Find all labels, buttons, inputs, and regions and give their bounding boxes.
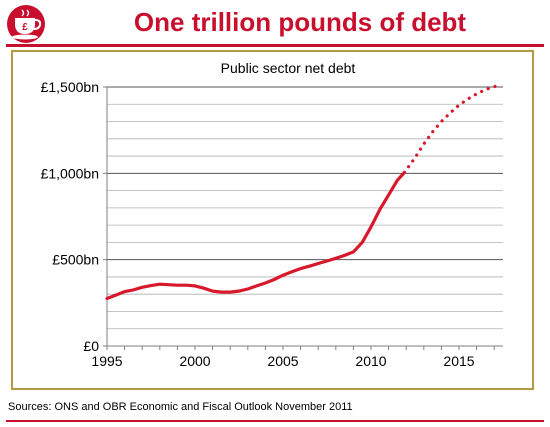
- x-tick-label: 2015: [443, 353, 474, 369]
- svg-text:£: £: [22, 22, 28, 33]
- page-title: One trillion pounds of debt: [133, 7, 467, 37]
- forecast-series-line: [402, 84, 498, 175]
- y-tick-label: £1,000bn: [41, 165, 99, 181]
- chart-title: Public sector net debt: [221, 60, 356, 76]
- x-tick-label: 2005: [267, 353, 298, 369]
- source-note: Sources: ONS and OBR Economic and Fiscal…: [8, 401, 353, 413]
- y-tick-label: £1,500bn: [41, 79, 99, 95]
- actual-series-line: [105, 170, 406, 301]
- x-tick-label: 1995: [91, 353, 122, 369]
- y-tick-label: £500bn: [52, 252, 99, 268]
- debt-line-chart: £0 £500bn £1,000bn £1,500bn 1995 2000 2005 2010…: [41, 60, 503, 369]
- teacup-pound-icon: £: [7, 5, 45, 43]
- x-tick-label: 2000: [179, 353, 210, 369]
- chart-frame: [11, 50, 534, 390]
- y-tick-label: £0: [83, 338, 99, 354]
- footer-rule: [6, 420, 544, 422]
- title-underline: [6, 44, 544, 47]
- x-tick-label: 2010: [355, 353, 386, 369]
